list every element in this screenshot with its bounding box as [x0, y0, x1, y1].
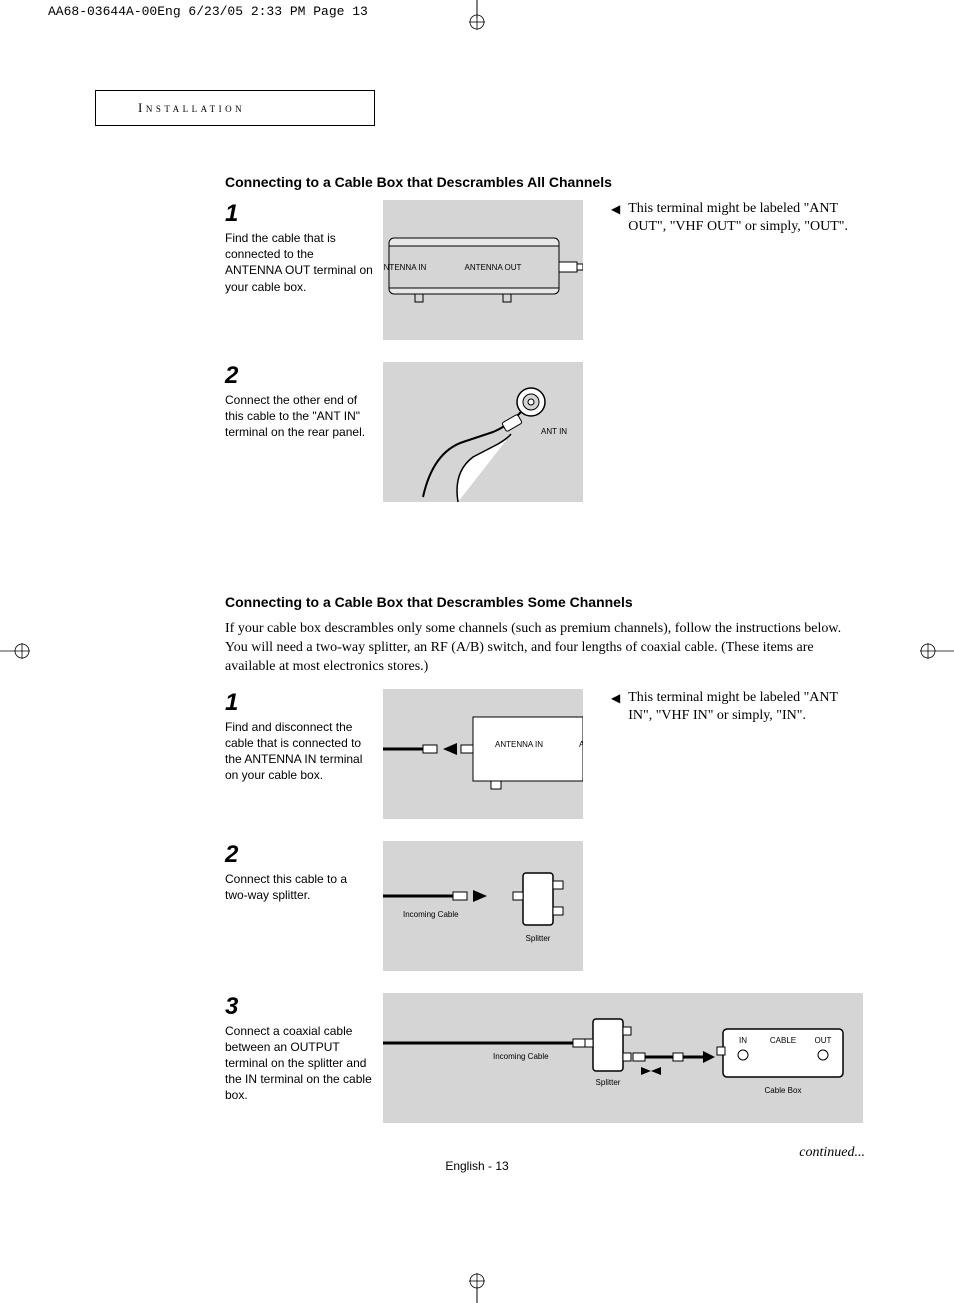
side-note-text: This terminal might be labeled "ANT IN",…: [628, 689, 865, 725]
step-number: 2: [225, 362, 373, 390]
step-text: Find the cable that is connected to the …: [225, 230, 373, 295]
diagram-label: OUT: [815, 1036, 832, 1045]
diagram-label: Incoming Cable: [403, 910, 459, 919]
crop-mark-left: [0, 636, 40, 666]
step-number: 2: [225, 841, 373, 869]
section2-heading: Connecting to a Cable Box that Descrambl…: [225, 594, 865, 610]
step-number: 1: [225, 689, 373, 717]
diagram-label: Cable Box: [765, 1086, 802, 1095]
crop-mark-bottom: [457, 1273, 497, 1303]
step-diagram: Incoming Cable Splitter: [383, 841, 583, 971]
diagram-label: Splitter: [526, 934, 551, 943]
page-footer: English - 13: [445, 1159, 508, 1173]
diagram-label: ANTENNA IN: [495, 740, 543, 749]
step-number: 1: [225, 200, 373, 228]
continued-text: continued...: [225, 1145, 865, 1161]
section1-heading: Connecting to a Cable Box that Descrambl…: [225, 174, 865, 190]
triangle-left-icon: ◀: [611, 691, 620, 725]
diagram-label: IN: [739, 1036, 747, 1045]
diagram-label: A: [579, 740, 583, 749]
crop-mark-right: [914, 636, 954, 666]
triangle-left-icon: ◀: [611, 202, 620, 236]
diagram-label: CABLE: [770, 1036, 796, 1045]
diagram-label: Splitter: [596, 1078, 621, 1087]
step-diagram: Incoming Cable Splitter: [383, 993, 863, 1123]
step-diagram: NTENNA IN ANTENNA OUT: [383, 200, 583, 340]
print-header: AA68-03644A-00Eng 6/23/05 2:33 PM Page 1…: [48, 4, 368, 19]
diagram-label: Incoming Cable: [493, 1052, 549, 1061]
section2-intro: If your cable box descrambles only some …: [225, 620, 865, 677]
section-header-box: Installation: [95, 90, 375, 126]
diagram-label: ANT IN: [541, 427, 567, 436]
side-note-text: This terminal might be labeled "ANT OUT"…: [628, 200, 865, 236]
crop-mark-top: [457, 0, 497, 30]
section-label: Installation: [138, 100, 245, 116]
step-text: Connect a coaxial cable between an OUTPU…: [225, 1023, 373, 1104]
step-diagram: ANTENNA IN A: [383, 689, 583, 819]
step-diagram: ANT IN: [383, 362, 583, 502]
diagram-label: ANTENNA OUT: [465, 263, 522, 272]
step-number: 3: [225, 993, 373, 1021]
side-note: ◀ This terminal might be labeled "ANT OU…: [593, 200, 865, 236]
step-text: Find and disconnect the cable that is co…: [225, 719, 373, 784]
step-text: Connect this cable to a two-way splitter…: [225, 871, 373, 903]
step-text: Connect the other end of this cable to t…: [225, 392, 373, 441]
diagram-label: NTENNA IN: [384, 263, 427, 272]
side-note: ◀ This terminal might be labeled "ANT IN…: [593, 689, 865, 725]
